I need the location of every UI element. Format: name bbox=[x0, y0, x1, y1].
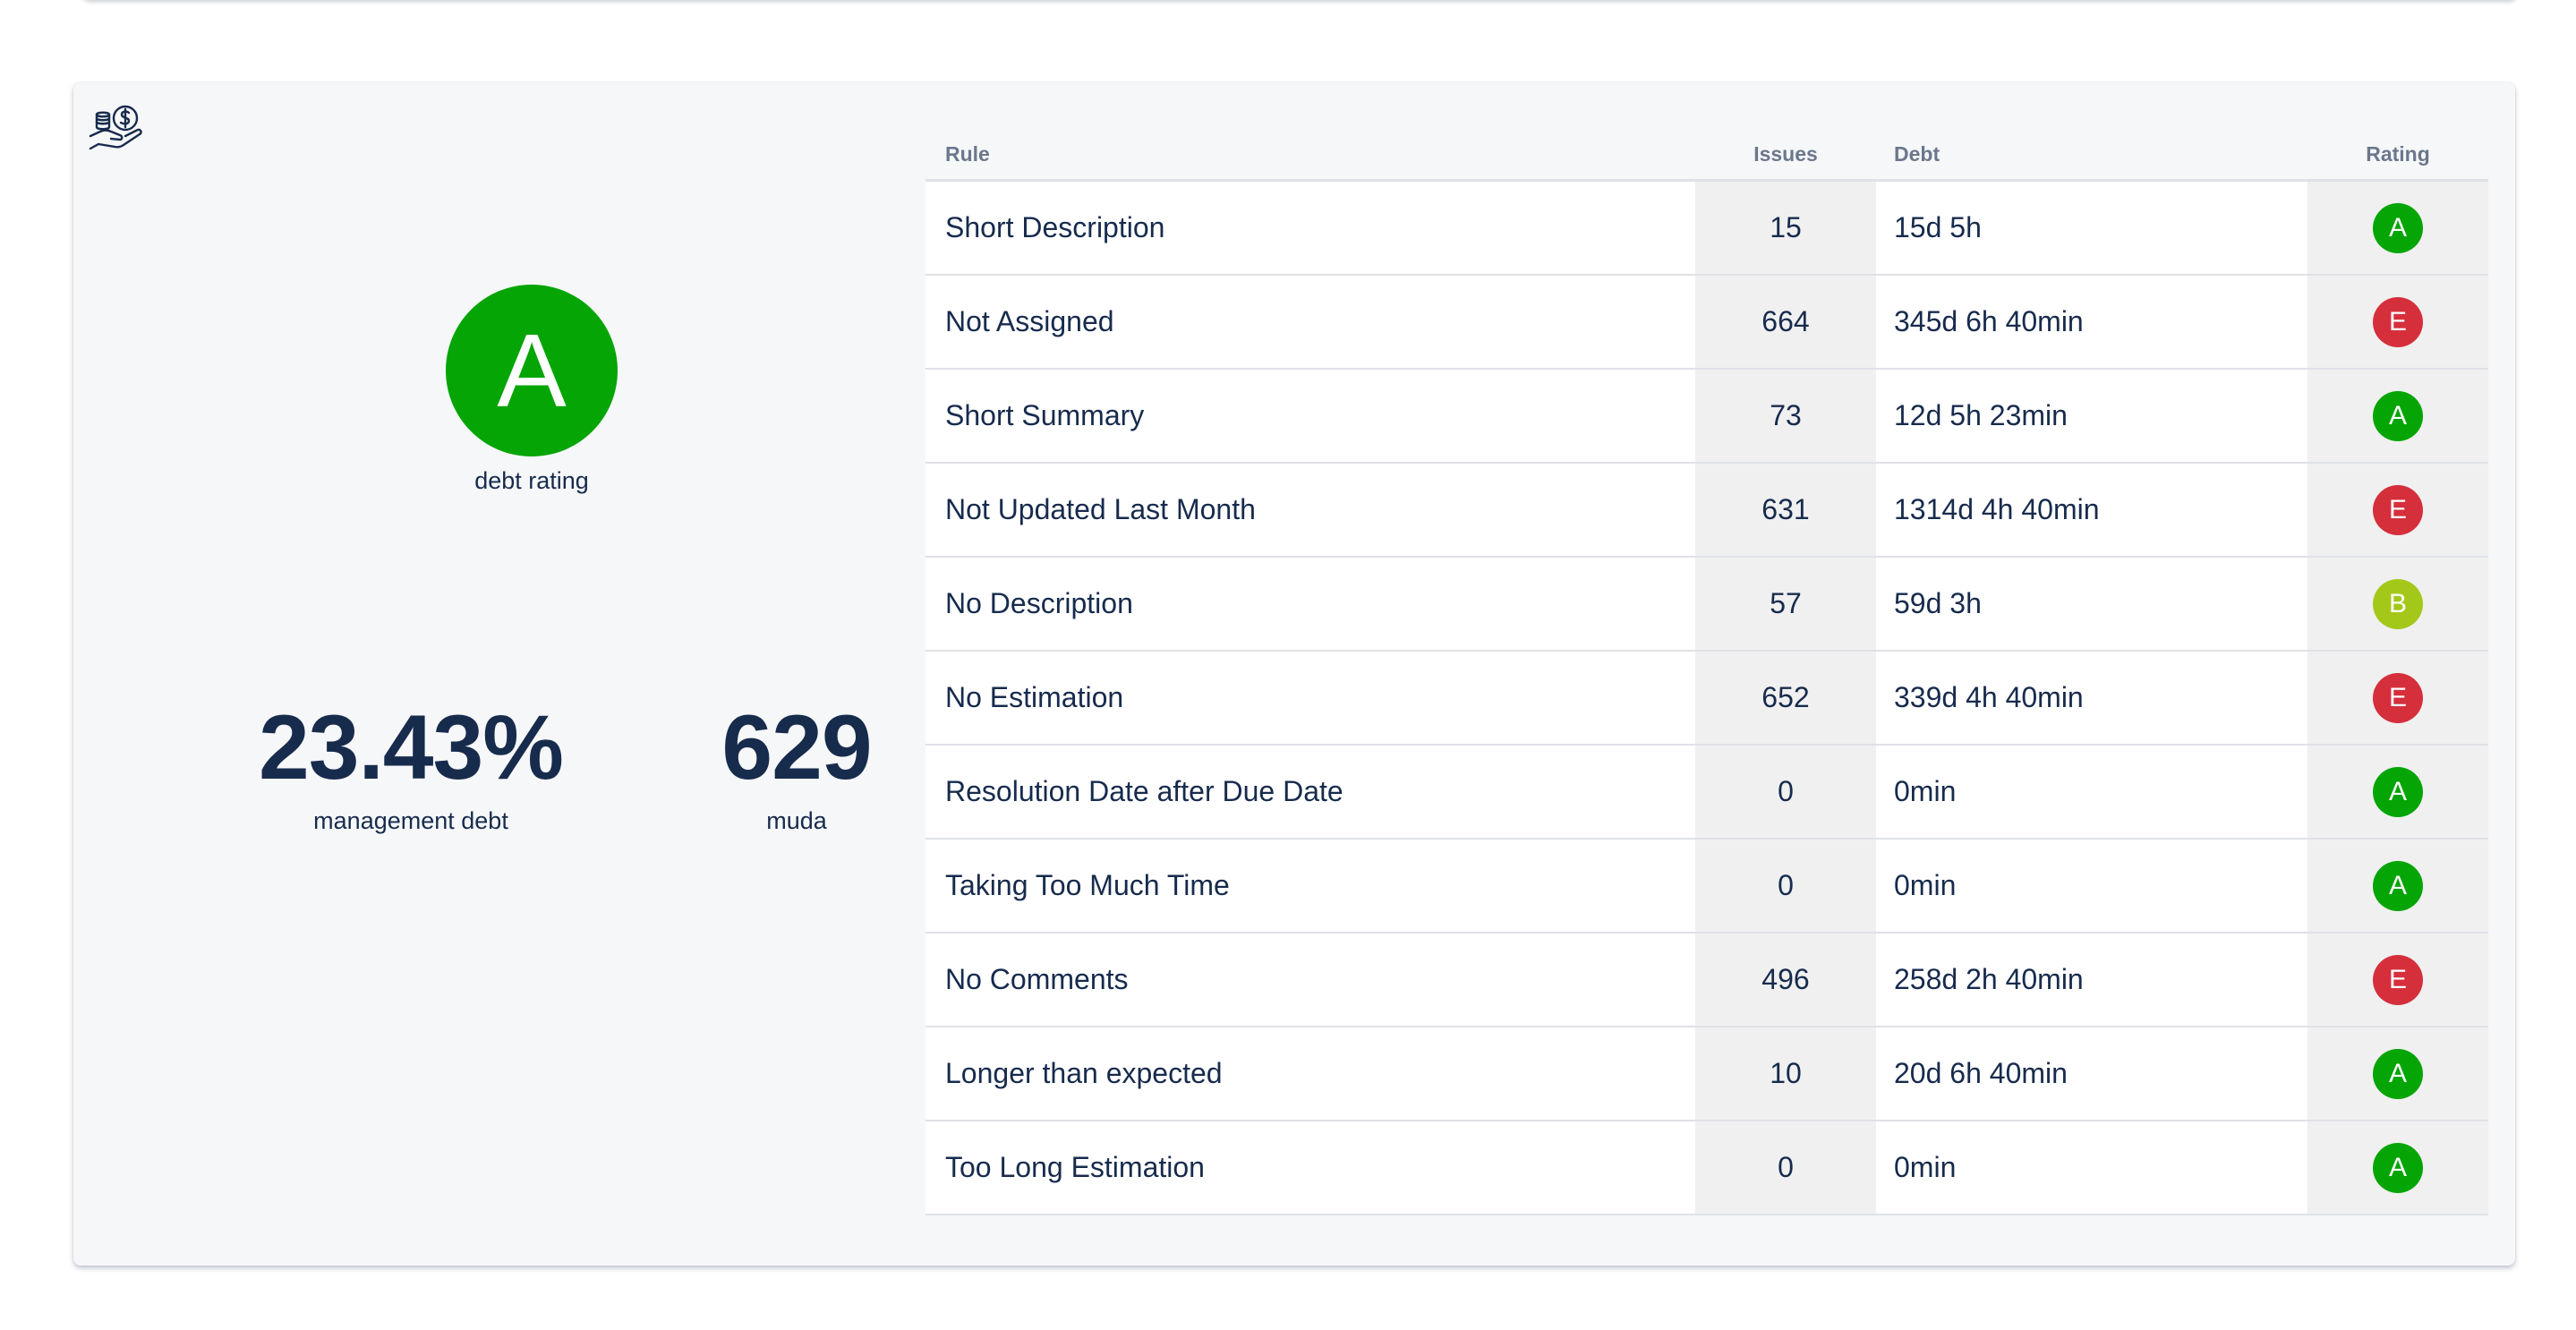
rule-name: Longer than expected bbox=[925, 1027, 1695, 1120]
debt-value: 20d 6h 40min bbox=[1876, 1027, 2307, 1120]
table-row[interactable]: Short Description 15 15d 5h A bbox=[925, 182, 2488, 276]
issues-count: 496 bbox=[1695, 934, 1876, 1026]
debt-value: 339d 4h 40min bbox=[1876, 652, 2307, 744]
issues-count: 0 bbox=[1695, 840, 1876, 932]
issues-count: 57 bbox=[1695, 558, 1876, 650]
table-row[interactable]: Too Long Estimation 0 0min A bbox=[925, 1121, 2488, 1215]
debt-rating-badge: A bbox=[446, 285, 618, 456]
rules-table: Rule Issues Debt Rating Short Descriptio… bbox=[925, 131, 2488, 1215]
header-issues[interactable]: Issues bbox=[1753, 142, 1818, 166]
issues-count: 73 bbox=[1695, 370, 1876, 462]
rating-cell: A bbox=[2307, 1121, 2488, 1214]
table-row[interactable]: Not Assigned 664 345d 6h 40min E bbox=[925, 276, 2488, 370]
rating-cell: E bbox=[2307, 276, 2488, 368]
table-row[interactable]: Taking Too Much Time 0 0min A bbox=[925, 840, 2488, 934]
table-row[interactable]: No Estimation 652 339d 4h 40min E bbox=[925, 652, 2488, 746]
rating-cell: A bbox=[2307, 1027, 2488, 1120]
rating-badge: A bbox=[2373, 202, 2423, 253]
rule-name: Too Long Estimation bbox=[925, 1121, 1695, 1214]
header-rule[interactable]: Rule bbox=[945, 142, 990, 166]
rating-badge: E bbox=[2373, 672, 2423, 723]
rule-name: No Estimation bbox=[925, 652, 1695, 744]
table-row[interactable]: Short Summary 73 12d 5h 23min A bbox=[925, 370, 2488, 464]
table-header: Rule Issues Debt Rating bbox=[925, 131, 2488, 182]
money-hand-icon bbox=[89, 105, 142, 150]
rating-cell: E bbox=[2307, 464, 2488, 556]
issues-count: 10 bbox=[1695, 1027, 1876, 1120]
rating-badge: E bbox=[2373, 296, 2423, 347]
table-row[interactable]: Not Updated Last Month 631 1314d 4h 40min E bbox=[925, 464, 2488, 558]
debt-value: 1314d 4h 40min bbox=[1876, 464, 2307, 556]
rule-name: Resolution Date after Due Date bbox=[925, 746, 1695, 838]
table-body: Short Description 15 15d 5h A Not Assigned 66… bbox=[925, 182, 2488, 1215]
rating-badge: A bbox=[2373, 1048, 2423, 1099]
rating-badge: A bbox=[2373, 766, 2423, 817]
rule-name: Not Updated Last Month bbox=[925, 464, 1695, 556]
rating-cell: B bbox=[2307, 558, 2488, 650]
muda-stat: 629 muda bbox=[635, 702, 958, 835]
rating-cell: A bbox=[2307, 182, 2488, 274]
issues-count: 15 bbox=[1695, 182, 1876, 274]
debt-value: 345d 6h 40min bbox=[1876, 276, 2307, 368]
debt-value: 12d 5h 23min bbox=[1876, 370, 2307, 462]
rating-cell: A bbox=[2307, 370, 2488, 462]
rating-cell: E bbox=[2307, 652, 2488, 744]
debt-value: 0min bbox=[1876, 840, 2307, 932]
debt-value: 59d 3h bbox=[1876, 558, 2307, 650]
rule-name: No Description bbox=[925, 558, 1695, 650]
issues-count: 631 bbox=[1695, 464, 1876, 556]
header-rating[interactable]: Rating bbox=[2366, 142, 2430, 166]
debt-value: 258d 2h 40min bbox=[1876, 934, 2307, 1026]
table-row[interactable]: Resolution Date after Due Date 0 0min A bbox=[925, 746, 2488, 840]
rating-cell: A bbox=[2307, 840, 2488, 932]
rating-badge: A bbox=[2373, 1142, 2423, 1193]
debt-value: 0min bbox=[1876, 746, 2307, 838]
table-row[interactable]: Longer than expected 10 20d 6h 40min A bbox=[925, 1027, 2488, 1121]
muda-value: 629 bbox=[721, 696, 872, 798]
rating-badge: E bbox=[2373, 484, 2423, 535]
rating-cell: A bbox=[2307, 746, 2488, 838]
rule-name: Not Assigned bbox=[925, 276, 1695, 368]
rating-badge: A bbox=[2373, 860, 2423, 911]
rating-badge: A bbox=[2373, 390, 2423, 441]
debt-value: 15d 5h bbox=[1876, 182, 2307, 274]
rating-cell: E bbox=[2307, 934, 2488, 1026]
rule-name: Short Summary bbox=[925, 370, 1695, 462]
management-debt-value: 23.43% bbox=[259, 696, 564, 798]
issues-count: 0 bbox=[1695, 1121, 1876, 1214]
management-debt-stat: 23.43% management debt bbox=[174, 702, 648, 835]
management-debt-panel: A debt rating 23.43% management debt 629… bbox=[73, 82, 2515, 1266]
table-row[interactable]: No Description 57 59d 3h B bbox=[925, 558, 2488, 652]
header-debt[interactable]: Debt bbox=[1894, 142, 1941, 166]
muda-label: muda bbox=[766, 807, 827, 834]
rule-name: Taking Too Much Time bbox=[925, 840, 1695, 932]
rating-badge: E bbox=[2373, 954, 2423, 1005]
issues-count: 652 bbox=[1695, 652, 1876, 744]
rule-name: No Comments bbox=[925, 934, 1695, 1026]
issues-count: 0 bbox=[1695, 746, 1876, 838]
debt-value: 0min bbox=[1876, 1121, 2307, 1214]
rating-badge: B bbox=[2373, 578, 2423, 629]
debt-rating-label: debt rating bbox=[474, 467, 589, 494]
table-row[interactable]: No Comments 496 258d 2h 40min E bbox=[925, 934, 2488, 1027]
issues-count: 664 bbox=[1695, 276, 1876, 368]
management-debt-label: management debt bbox=[313, 807, 508, 834]
rule-name: Short Description bbox=[925, 182, 1695, 274]
